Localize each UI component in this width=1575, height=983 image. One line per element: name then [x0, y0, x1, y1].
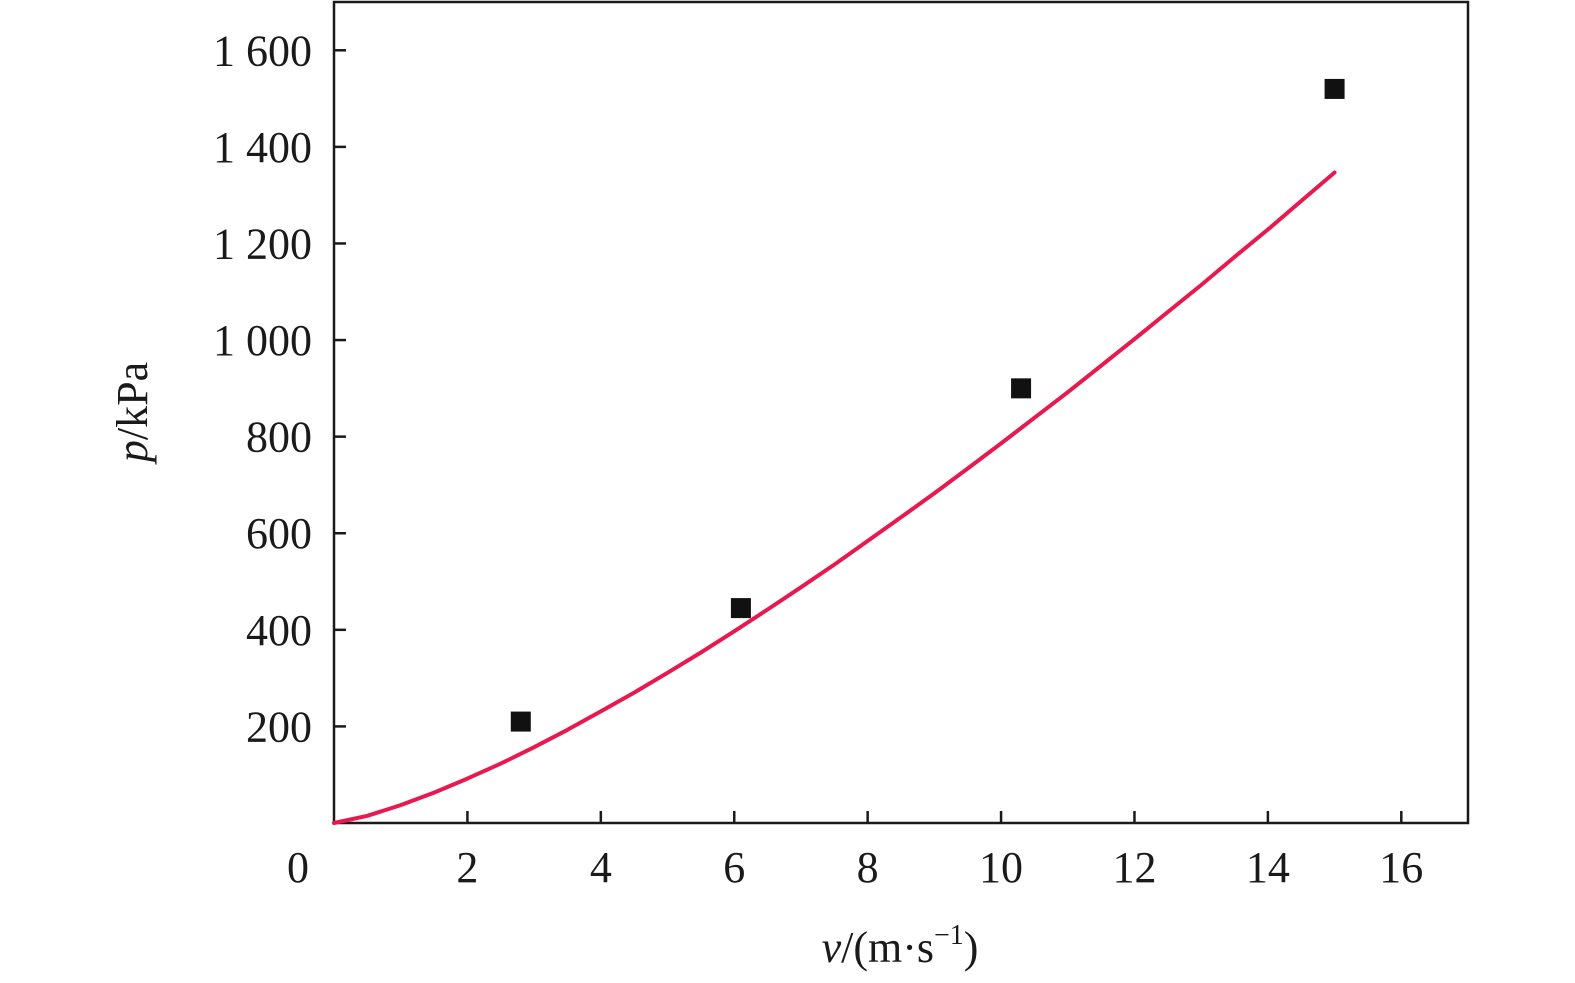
points-group — [510, 78, 1345, 732]
y-tick-label-600: 600 — [246, 509, 312, 558]
data-point-4 — [1324, 78, 1345, 99]
x-tick-label-16: 16 — [1379, 843, 1423, 892]
x-tick-label-12: 12 — [1112, 843, 1156, 892]
y-tick-label-200: 200 — [246, 702, 312, 751]
y-axis-unit: /kPa — [108, 362, 157, 440]
x-tick-label-2: 2 — [456, 843, 478, 892]
x-origin-label: 0 — [287, 843, 309, 892]
y-tick-label-800: 800 — [246, 413, 312, 462]
y-tick-label-1400: 1 400 — [213, 123, 312, 172]
y-tick-label-1000: 1 000 — [213, 316, 312, 365]
x-axis-unit-prefix: /(m·s — [841, 923, 934, 972]
x-tick-label-8: 8 — [857, 843, 879, 892]
data-point-1 — [510, 711, 531, 732]
y-tick-label-1600: 1 600 — [213, 26, 312, 75]
x-tick-label-14: 14 — [1246, 843, 1290, 892]
data-point-3 — [1011, 378, 1032, 399]
y-axis-label: p/kPa — [108, 362, 157, 465]
x-axis-unit-suffix: ) — [964, 923, 979, 972]
fit-curve — [332, 170, 1337, 825]
plot-frame — [332, 0, 1470, 825]
x-tick-label-10: 10 — [979, 843, 1023, 892]
ticks-group — [334, 49, 1403, 823]
x-tick-label-4: 4 — [590, 843, 612, 892]
data-point-2 — [730, 598, 751, 619]
tick-labels-group: 2 4 6 8 10 12 14 16 0 200 400 600 800 1 000 1 200 1 400… — [213, 26, 1423, 892]
y-axis-var: p — [108, 440, 157, 465]
x-tick-label-6: 6 — [723, 843, 745, 892]
plot-frame-group — [332, 0, 1470, 825]
y-tick-label-400: 400 — [246, 606, 312, 655]
x-axis-var: v — [822, 923, 842, 972]
y-tick-label-1200: 1 200 — [213, 219, 312, 268]
fit-line-group — [332, 170, 1337, 825]
x-axis-unit-exp: −1 — [934, 920, 964, 951]
x-axis-label: v/(m·s−1) — [822, 920, 979, 972]
